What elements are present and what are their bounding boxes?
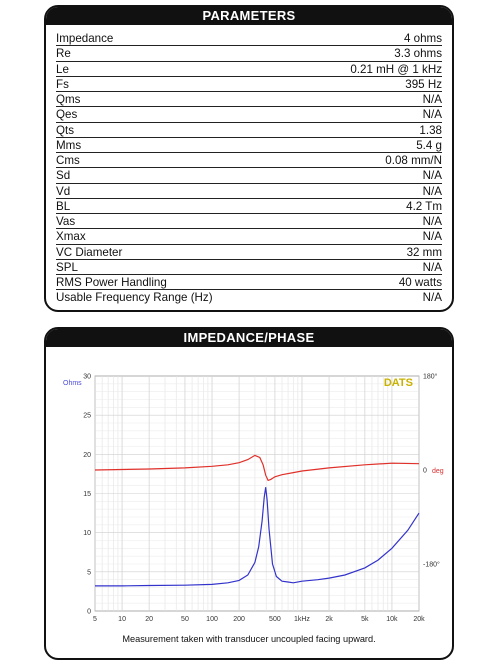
y-right-tick-label: 0 [423,468,427,475]
parameter-name: VC Diameter [56,245,123,259]
parameter-row: Qts 1.38 [56,123,442,138]
parameter-row: Vas N/A [56,214,442,230]
parameter-row: Vd N/A [56,184,442,199]
x-tick-label: 5 [93,616,97,623]
parameter-row: Fs 395 Hz [56,77,442,92]
parameter-value: N/A [422,230,442,244]
parameter-row: Le 0.21 mH @ 1 kHz [56,62,442,77]
y-left-tick-label: 20 [83,452,91,459]
x-tick-label: 100 [206,616,218,623]
parameter-value: N/A [422,169,442,183]
y-left-tick-label: 25 [83,413,91,420]
parameter-value: 5.4 g [416,138,442,152]
parameter-value: 1.38 [419,123,442,137]
y-left-tick-label: 15 [83,491,91,498]
parameter-value: N/A [422,184,442,198]
parameter-name: Vd [56,184,71,198]
parameter-value: 395 Hz [405,77,442,91]
y-right-axis-label: deg [432,468,444,475]
impedance-phase-panel: IMPEDANCE/PHASE 5 10 20 50 100 200 500 1kHz 2k 5k… [44,327,454,660]
x-tick-label: 20k [413,616,425,623]
parameter-value: N/A [422,93,442,106]
parameter-name: Xmax [56,230,86,244]
x-tick-label: 10 [118,616,126,623]
y-left-tick-label: 0 [87,609,91,616]
parameter-row: SPL N/A [56,260,442,275]
parameter-row: Qes N/A [56,107,442,123]
parameter-row: Cms 0.08 mm/N [56,153,442,169]
phase-curve [94,454,420,482]
parameter-row: Re 3.3 ohms [56,46,442,62]
parameters-table: Impedance 4 ohms Re 3.3 ohms Le 0.21 mH @ 1 k… [56,31,442,306]
parameter-name: Qes [56,108,78,122]
dats-logo: DATS [384,377,413,389]
y-left-tick-label: 10 [83,530,91,537]
parameter-name: Impedance [56,32,114,45]
parameter-value: N/A [422,108,442,122]
parameter-name: Fs [56,77,69,91]
parameter-name: Usable Frequency Range (Hz) [56,291,213,305]
impedance-phase-chart: 5 10 20 50 100 200 500 1kHz 2k 5k 10k 20k0510152025… [63,373,444,624]
parameter-value: N/A [422,260,442,274]
y-left-axis-label: Ohms [63,380,82,387]
y-left-tick-label: 5 [87,569,91,576]
x-tick-label: 5k [361,616,369,623]
parameter-name: BL [56,199,71,213]
parameters-header: PARAMETERS [46,7,452,25]
parameter-name: RMS Power Handling [56,276,167,289]
parameter-row: RMS Power Handling 40 watts [56,275,442,291]
parameter-value: 32 mm [406,245,442,259]
x-tick-label: 2k [325,616,333,623]
parameter-name: Sd [56,169,71,183]
parameter-row: Mms 5.4 g [56,138,442,153]
parameter-name: Qms [56,93,81,106]
parameter-row: BL 4.2 Tm [56,199,442,214]
parameter-row: Usable Frequency Range (Hz) N/A [56,290,442,305]
parameter-row: Impedance 4 ohms [56,31,442,47]
parameter-name: Cms [56,154,80,167]
parameter-row: VC Diameter 32 mm [56,245,442,260]
parameter-row: Sd N/A [56,168,442,184]
parameter-value: N/A [422,291,442,305]
parameters-panel: PARAMETERS Impedance 4 ohms Re 3.3 ohms Le 0.… [44,5,454,312]
impedance-curve [95,487,420,587]
parameter-name: Mms [56,138,82,152]
y-right-tick-label: -180° [423,561,440,569]
parameter-name: Vas [56,215,76,228]
y-right-tick-label: 180° [423,373,438,381]
parameter-value: N/A [422,215,442,228]
parameter-value: 4.2 Tm [406,199,442,213]
parameter-value: 0.08 mm/N [385,154,442,167]
parameter-name: Re [56,47,71,61]
x-tick-label: 1kHz [294,616,310,623]
measurement-caption: Measurement taken with transducer uncoup… [122,634,376,644]
parameter-value: 0.21 mH @ 1 kHz [350,62,442,76]
parameter-name: Le [56,62,69,76]
x-tick-label: 10k [386,616,398,623]
x-tick-label: 50 [181,616,189,623]
parameter-value: 40 watts [398,276,442,289]
parameter-value: 4 ohms [403,32,442,45]
y-left-tick-label: 30 [83,374,91,381]
parameter-name: Qts [56,123,75,137]
impedance-phase-header: IMPEDANCE/PHASE [46,329,452,347]
parameter-name: SPL [56,260,78,274]
x-tick-label: 20 [145,616,153,623]
x-tick-label: 200 [233,616,245,623]
x-tick-label: 500 [269,616,281,623]
parameter-row: Xmax N/A [56,229,442,245]
parameter-row: Qms N/A [56,92,442,108]
parameter-value: 3.3 ohms [394,47,442,61]
